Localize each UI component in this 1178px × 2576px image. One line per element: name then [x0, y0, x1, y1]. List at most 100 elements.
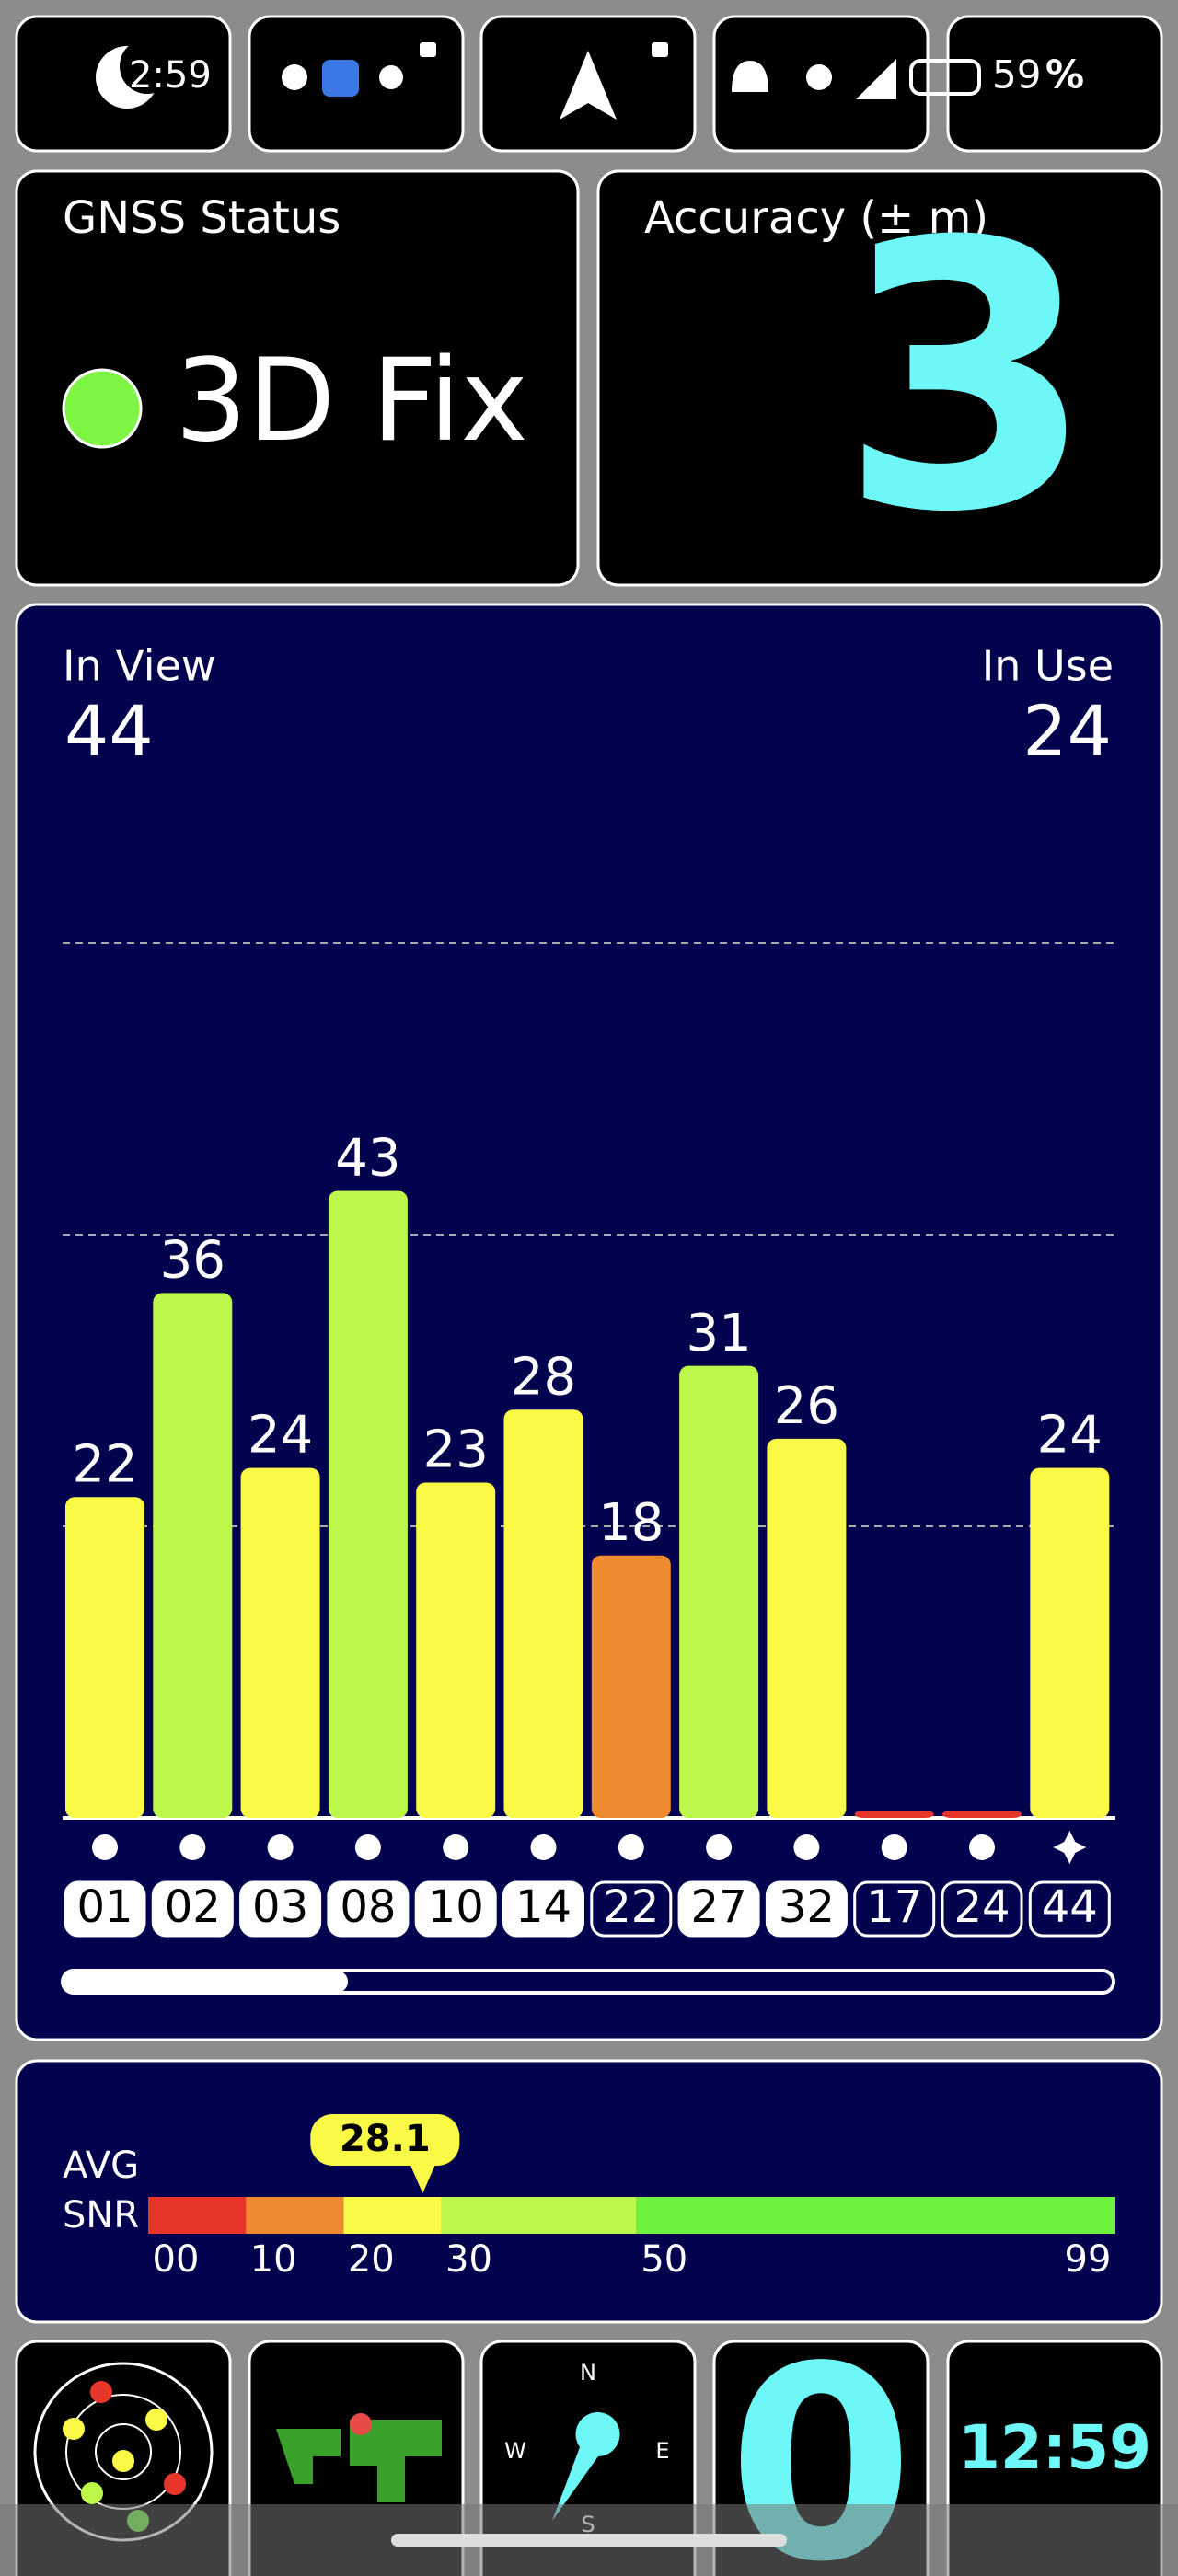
satellite-id-box [414, 1880, 497, 1938]
constellation-marker [881, 1834, 907, 1860]
constellation-marker [793, 1834, 820, 1860]
bar [503, 1409, 583, 1818]
snr-label: AVG [63, 2145, 139, 2187]
sky-ring [95, 2423, 152, 2480]
satellite-id: 24 [953, 1881, 1010, 1933]
satellite-id: 10 [428, 1881, 484, 1933]
bar-value: 23 [423, 1420, 489, 1480]
constellation-marker [443, 1834, 469, 1860]
lock-icon [420, 42, 436, 57]
battery-percent: % [1045, 52, 1084, 98]
satellite-id-box [853, 1880, 936, 1938]
snr-tick-label: 20 [348, 2238, 395, 2281]
battery-level: 59 [992, 52, 1041, 98]
satellite-id: 01 [76, 1881, 133, 1933]
satellite-id: 02 [165, 1881, 221, 1933]
satellite-id-box [502, 1880, 584, 1938]
bar [240, 1467, 320, 1818]
snr-segment [636, 2197, 1115, 2234]
bar [1030, 1467, 1110, 1818]
accuracy-card [596, 169, 1163, 587]
constellation-marker [530, 1834, 557, 1860]
satellite-id-box [1028, 1880, 1111, 1938]
snr-label: SNR [63, 2194, 139, 2237]
sky-sat [164, 2473, 186, 2495]
satellite-id: 08 [340, 1881, 396, 1933]
avg-pointer [410, 2164, 436, 2193]
satellite-id-box [941, 1880, 1023, 1938]
satellite-id: 22 [603, 1881, 659, 1933]
snr-tick-label: 30 [445, 2238, 492, 2281]
constellation-marker [179, 1834, 206, 1860]
satellite-id: 27 [691, 1881, 747, 1933]
satellite-id: 44 [1042, 1881, 1098, 1933]
satellite-id: 32 [779, 1881, 835, 1933]
sky-sat [63, 2418, 85, 2440]
time-display: 12:59 [958, 2412, 1151, 2483]
bar-value: 36 [160, 1231, 225, 1291]
bar [65, 1497, 144, 1818]
satellite-id-box [64, 1880, 146, 1938]
snr-segment [148, 2197, 247, 2234]
bar-value: 26 [774, 1376, 839, 1436]
home-indicator[interactable] [391, 2534, 787, 2547]
sky-sat [81, 2482, 103, 2504]
gnss-status-card [15, 169, 580, 587]
bar [767, 1438, 847, 1818]
bar-value: 43 [335, 1129, 400, 1189]
bar [942, 1811, 1022, 1818]
map-marker [350, 2413, 372, 2435]
constellation-marker [618, 1834, 644, 1860]
navigation-icon [560, 51, 617, 120]
lock-icon [652, 42, 668, 57]
bar [328, 1190, 408, 1818]
fix-status: 3D Fix [175, 335, 528, 467]
snr-tick-label: 99 [1065, 2238, 1112, 2281]
sky-sat [112, 2450, 134, 2472]
compass-letter: E [655, 2438, 669, 2464]
constellation-marker [92, 1834, 118, 1860]
snr-panel [15, 2059, 1163, 2324]
constellation-marker [267, 1834, 294, 1860]
mute-icon [732, 61, 768, 92]
satellite-id-box [765, 1880, 848, 1938]
satellite-id-box [151, 1880, 234, 1938]
sky-sat [90, 2381, 112, 2403]
satellite-id-box [327, 1880, 410, 1938]
accuracy-value: 3 [839, 165, 1095, 592]
constellation-marker [1053, 1831, 1087, 1864]
constellation-marker [969, 1834, 995, 1860]
satellite-id-box [677, 1880, 760, 1938]
satellite-id: 17 [866, 1881, 922, 1933]
bar [854, 1811, 934, 1818]
in-use-label: In Use [982, 641, 1114, 691]
snr-segment [246, 2197, 344, 2234]
compass-letter: W [504, 2438, 526, 2464]
in-view-count: 44 [64, 690, 154, 772]
snr-tick-label: 50 [641, 2238, 687, 2281]
scrollbar-thumb[interactable] [63, 1971, 348, 1993]
avg-bubble [310, 2114, 460, 2166]
in-use-count: 24 [1022, 690, 1112, 772]
constellation-marker [706, 1834, 733, 1860]
snr-tick-label: 00 [153, 2238, 200, 2281]
snr-segment [441, 2197, 637, 2234]
location-icon [282, 64, 307, 90]
clock: 2:59 [129, 54, 212, 97]
fix-indicator [62, 368, 143, 449]
bar-value: 24 [1037, 1406, 1103, 1466]
bar [153, 1293, 233, 1818]
world-map [276, 2420, 442, 2502]
card-title: GNSS Status [63, 192, 341, 244]
sky-sat [145, 2409, 167, 2431]
snr-segment [343, 2197, 442, 2234]
satellite-id-box [239, 1880, 322, 1938]
bar-value: 24 [248, 1406, 313, 1466]
bar-value: 18 [598, 1493, 664, 1553]
signal-icon [856, 59, 896, 99]
location-icon [379, 65, 403, 89]
bar-value: 22 [72, 1434, 137, 1494]
bar [679, 1365, 759, 1818]
status-tile [946, 15, 1163, 153]
